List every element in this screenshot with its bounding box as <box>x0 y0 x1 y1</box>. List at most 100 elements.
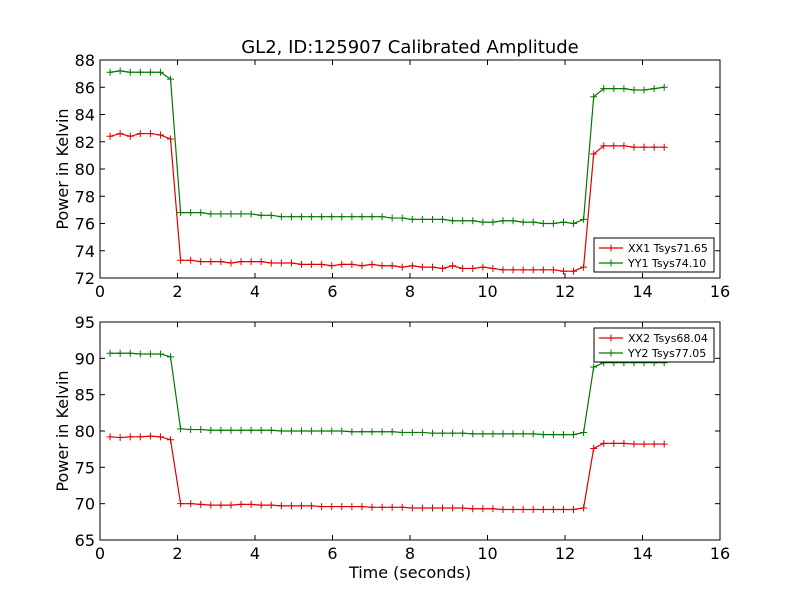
data-point <box>499 505 507 513</box>
data-point <box>106 132 114 140</box>
data-point <box>136 130 144 138</box>
data-point <box>398 503 406 511</box>
data-point <box>559 267 567 275</box>
data-point <box>126 68 134 76</box>
data-point <box>167 436 175 444</box>
data-point <box>428 263 436 271</box>
y-tick-label: 86 <box>75 78 95 97</box>
data-point <box>358 428 366 436</box>
legend-1: XX1 Tsys71.65 YY1 Tsys74.10 <box>593 237 715 273</box>
data-point <box>439 264 447 272</box>
data-point <box>469 264 477 272</box>
data-point <box>590 93 598 101</box>
data-point <box>388 503 396 511</box>
data-point <box>539 220 547 227</box>
data-point <box>600 439 608 447</box>
data-point <box>620 85 628 93</box>
data-point <box>177 256 185 264</box>
data-point <box>418 428 426 436</box>
data-point <box>570 220 578 227</box>
data-point <box>358 503 366 511</box>
data-point <box>227 210 235 218</box>
data-point <box>418 263 426 271</box>
data-point <box>267 501 275 509</box>
data-point <box>247 500 255 508</box>
y-tick-label: 85 <box>75 386 95 405</box>
data-point <box>146 432 154 440</box>
data-point <box>519 505 527 513</box>
data-point <box>539 431 547 439</box>
legend-label: YY1 Tsys74.10 <box>627 257 706 270</box>
data-point <box>539 266 547 274</box>
data-point <box>177 209 185 217</box>
data-point <box>287 259 295 267</box>
data-point <box>509 505 517 513</box>
data-point <box>318 213 326 221</box>
y-tick-label: 80 <box>75 160 95 179</box>
series-line-1-2 <box>109 70 665 225</box>
data-point <box>368 213 376 221</box>
data-point <box>197 500 205 508</box>
data-point <box>167 135 175 143</box>
data-point <box>398 263 406 271</box>
y-tick-label: 95 <box>75 313 95 332</box>
y-tick-label: 82 <box>75 133 95 152</box>
data-point <box>146 68 154 76</box>
data-point <box>348 503 356 511</box>
data-point <box>449 504 457 512</box>
data-point <box>116 67 124 75</box>
plot-area-2 <box>106 349 668 513</box>
data-point <box>408 262 416 270</box>
data-point <box>348 260 356 268</box>
data-point <box>217 426 225 434</box>
data-point <box>559 218 567 226</box>
data-point <box>277 213 285 221</box>
data-point <box>207 501 215 509</box>
series-line-1-1 <box>109 132 665 272</box>
data-point <box>156 131 164 139</box>
x-tick-label: 2 <box>172 544 182 563</box>
data-point <box>479 430 487 438</box>
data-point <box>549 266 557 274</box>
data-point <box>378 503 386 511</box>
x-tick-label: 16 <box>710 544 730 563</box>
legend-box <box>593 327 715 363</box>
plot-area-1 <box>106 67 668 275</box>
data-point <box>489 430 497 438</box>
data-point <box>388 428 396 436</box>
legend-marker <box>607 259 615 267</box>
data-point <box>529 430 537 438</box>
data-point <box>287 213 295 221</box>
data-point <box>449 262 457 270</box>
series-line-2-1 <box>110 435 665 511</box>
data-point <box>428 429 436 437</box>
data-point <box>570 267 578 275</box>
data-point <box>439 504 447 512</box>
data-point <box>499 217 507 225</box>
data-point <box>146 130 154 138</box>
data-point <box>207 426 215 434</box>
data-point <box>509 217 517 225</box>
data-point <box>519 218 527 226</box>
data-point <box>489 264 497 272</box>
legend-marker <box>607 244 615 252</box>
y-tick-label: 84 <box>75 106 95 125</box>
y-tick-label: 70 <box>75 495 95 514</box>
data-point <box>217 210 225 218</box>
data-point <box>388 214 396 222</box>
data-point <box>277 259 285 267</box>
data-point <box>308 502 316 510</box>
data-point <box>217 501 225 509</box>
data-point <box>136 433 144 441</box>
legend-marker <box>607 349 615 357</box>
legend-label: XX2 Tsys68.04 <box>628 332 708 345</box>
chart-title: GL2, ID:125907 Calibrated Amplitude <box>241 37 579 58</box>
data-point <box>177 425 185 433</box>
data-point <box>116 349 124 357</box>
data-point <box>630 440 638 448</box>
data-point <box>116 130 124 138</box>
data-point <box>439 429 447 437</box>
data-point <box>298 502 305 510</box>
data-point <box>227 501 235 509</box>
